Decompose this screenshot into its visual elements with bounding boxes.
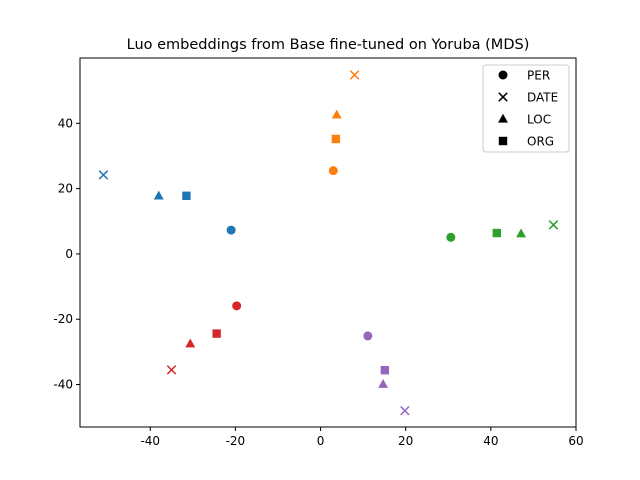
data-point-square xyxy=(182,191,191,201)
legend-item-org: ORG xyxy=(498,135,554,149)
data-point-circle xyxy=(232,301,242,311)
x-marker-icon xyxy=(498,92,508,102)
x-tick-label: 40 xyxy=(483,434,498,448)
y-axis: -40 -20 0 20 40 xyxy=(53,116,80,392)
legend-label: LOC xyxy=(527,113,551,127)
circle-marker-icon xyxy=(498,70,508,80)
data-point-circle xyxy=(446,232,456,242)
y-tick-label: 0 xyxy=(65,247,73,261)
x-tick-label: 0 xyxy=(317,434,325,448)
data-point-circle xyxy=(226,225,236,235)
data-point-square xyxy=(212,329,221,338)
x-tick-label: 20 xyxy=(398,434,413,448)
data-points xyxy=(98,70,559,416)
data-point-circle xyxy=(328,166,338,176)
data-point-x xyxy=(98,170,109,180)
data-point-triangle xyxy=(378,379,389,388)
y-tick-label: -40 xyxy=(53,378,73,392)
legend-item-loc: LOC xyxy=(498,113,551,127)
data-point-x xyxy=(166,365,177,375)
legend-label: PER xyxy=(527,69,550,83)
data-point-x xyxy=(548,220,559,230)
x-tick-label: 60 xyxy=(568,434,583,448)
data-point-square xyxy=(492,228,502,238)
y-tick-label: 40 xyxy=(58,116,73,130)
legend-item-date: DATE xyxy=(498,91,558,105)
legend-label: DATE xyxy=(527,91,558,105)
square-marker-icon xyxy=(498,136,508,146)
data-point-triangle xyxy=(516,228,527,238)
legend-box xyxy=(482,64,570,153)
chart-title: Luo embeddings from Base fine-tuned on Y… xyxy=(127,37,530,53)
data-point-triangle xyxy=(185,338,196,348)
x-tick-label: -40 xyxy=(140,434,160,448)
legend: PER DATE LOC ORG xyxy=(482,64,570,153)
x-tick-label: -20 xyxy=(226,434,246,448)
data-point-triangle xyxy=(153,190,164,200)
data-point-triangle xyxy=(331,109,342,119)
data-point-square xyxy=(380,365,390,375)
triangle-marker-icon xyxy=(498,113,508,123)
data-point-square xyxy=(331,134,341,144)
plot-area-frame xyxy=(79,57,577,428)
legend-label: ORG xyxy=(527,135,554,149)
data-point-circle xyxy=(363,331,373,341)
x-axis: -40 -20 0 20 40 60 xyxy=(140,427,584,448)
data-point-x xyxy=(400,405,410,416)
y-tick-label: 20 xyxy=(58,182,73,196)
legend-item-per: PER xyxy=(498,69,550,83)
data-point-x xyxy=(349,70,360,80)
y-tick-label: -20 xyxy=(53,312,73,326)
